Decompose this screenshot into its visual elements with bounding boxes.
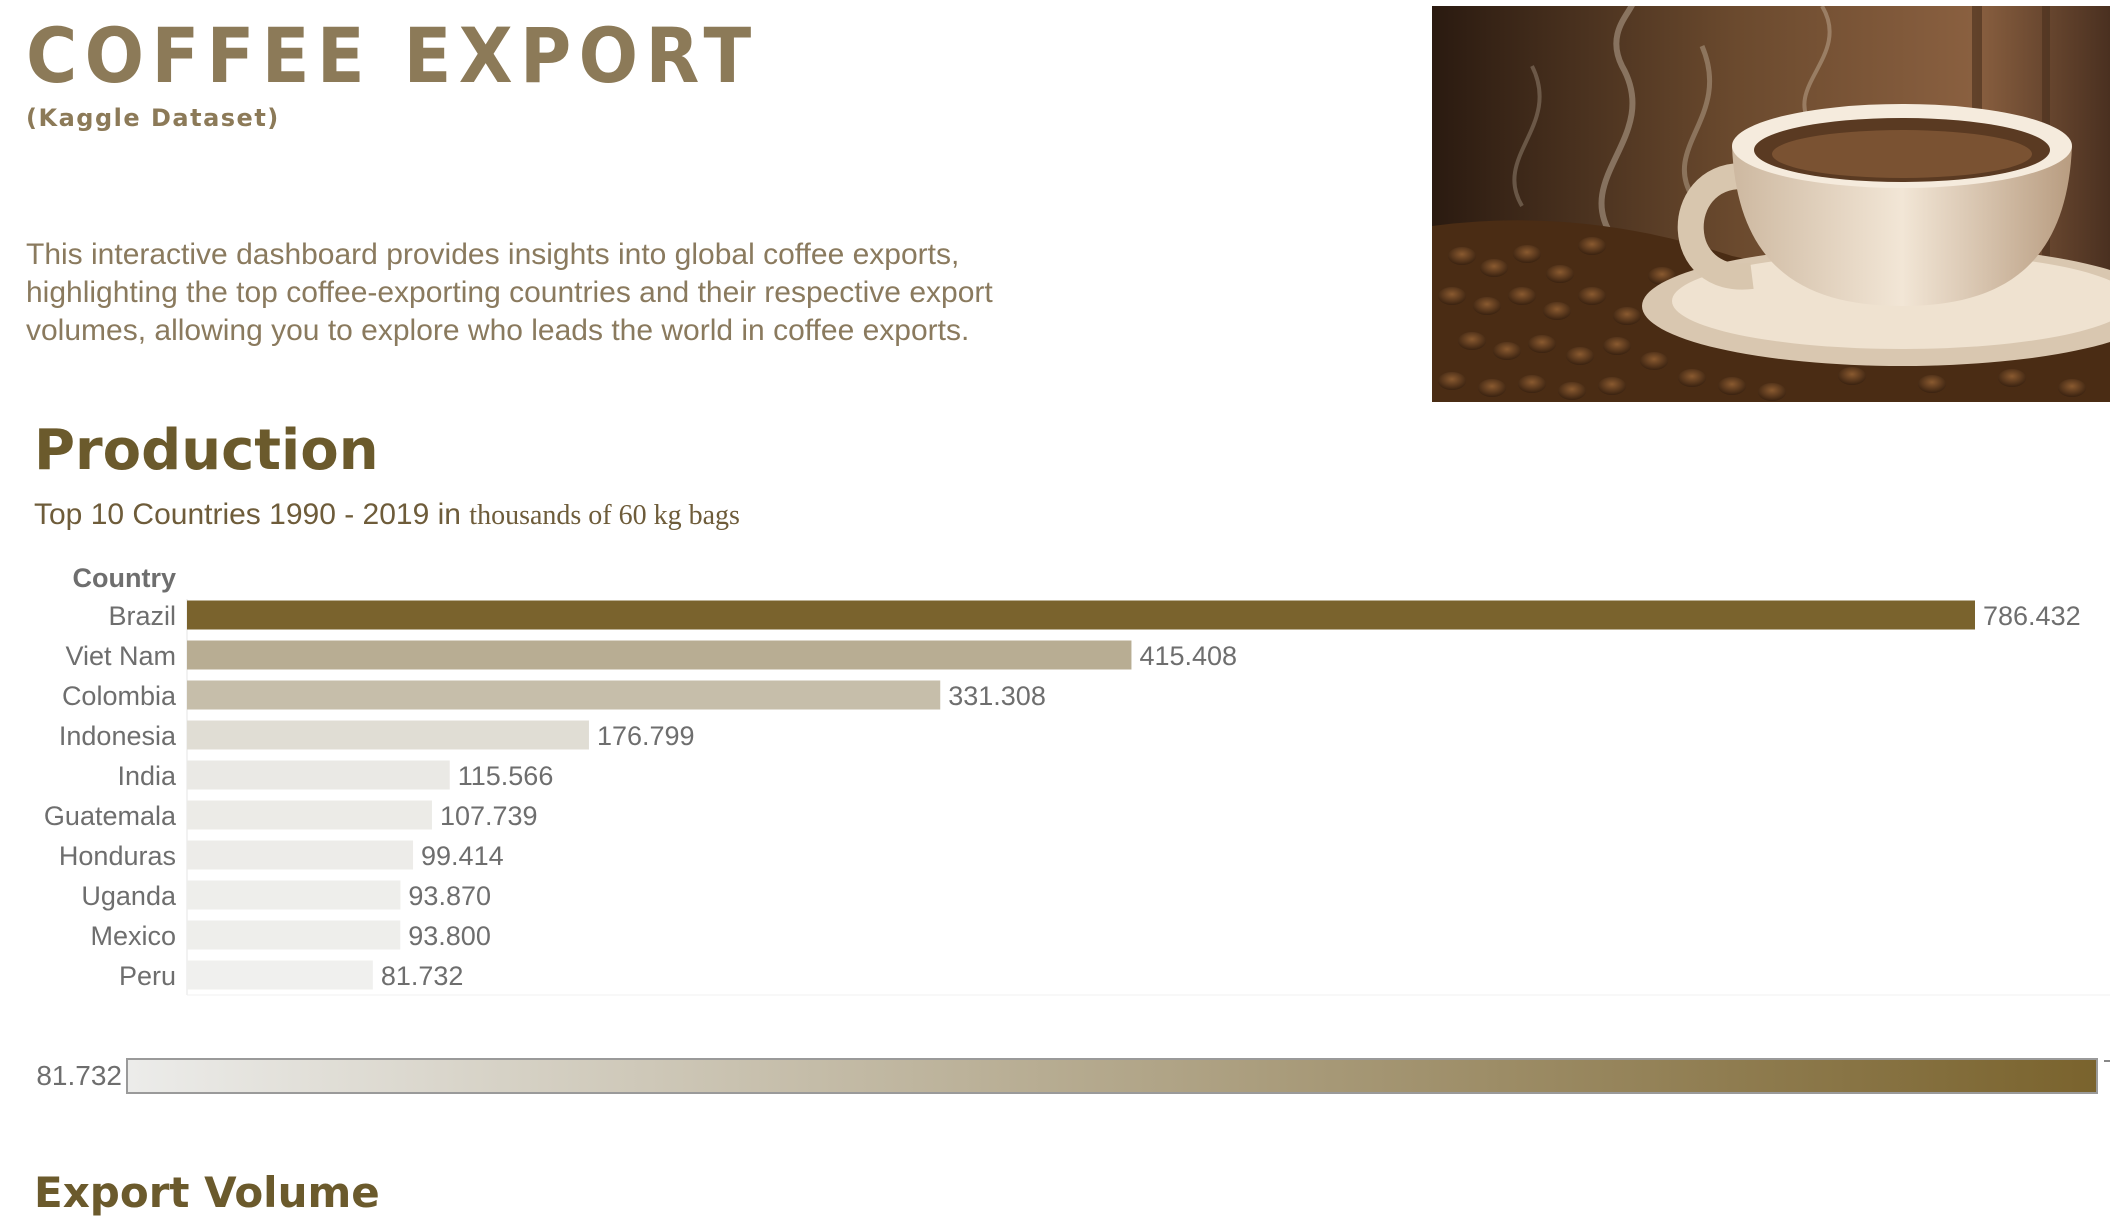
- category-label: Mexico: [90, 921, 176, 951]
- subtitle-unit-text: thousands of 60 kg bags: [469, 500, 740, 531]
- bar[interactable]: [187, 760, 450, 790]
- value-label: 331.308: [948, 681, 1046, 711]
- value-label: 81.732: [381, 961, 464, 991]
- bar[interactable]: [187, 960, 373, 990]
- export-volume-section-title: Export Volume: [34, 1168, 380, 1217]
- category-label: India: [117, 761, 177, 791]
- bar[interactable]: [187, 800, 432, 830]
- value-label: 93.870: [408, 881, 491, 911]
- bar[interactable]: [187, 680, 941, 710]
- dataset-subtitle: (Kaggle Dataset): [26, 104, 280, 132]
- category-label: Uganda: [81, 881, 177, 911]
- dashboard-title: COFFEE EXPORT: [26, 11, 759, 100]
- production-subtitle: Top 10 Countries 1990 - 2019 in thousand…: [34, 498, 740, 532]
- bar[interactable]: [187, 920, 401, 950]
- value-label: 115.566: [458, 761, 554, 791]
- value-label: 176.799: [597, 721, 695, 751]
- value-label: 107.739: [440, 801, 538, 831]
- category-label: Peru: [119, 961, 176, 991]
- category-label: Indonesia: [59, 721, 177, 751]
- production-section-title: Production: [34, 418, 379, 483]
- value-label: 93.800: [408, 921, 491, 951]
- bar[interactable]: [187, 880, 401, 910]
- axis-header-country: Country: [73, 563, 177, 593]
- coffee-cup-illustration: [1432, 6, 2110, 402]
- bar[interactable]: [187, 720, 589, 750]
- value-label: 786.432: [1983, 601, 2081, 631]
- category-label: Guatemala: [44, 801, 177, 831]
- bar[interactable]: [187, 640, 1132, 670]
- value-label: 99.414: [421, 841, 504, 871]
- value-label: 415.408: [1139, 641, 1237, 671]
- subtitle-main-text: Top 10 Countries 1990 - 2019 in: [34, 498, 470, 531]
- category-label: Viet Nam: [65, 641, 176, 671]
- category-label: Brazil: [108, 601, 176, 631]
- coffee-cup-photo: [1432, 6, 2110, 402]
- color-legend-gradient: [126, 1058, 2098, 1094]
- bar[interactable]: [187, 600, 1975, 630]
- bar[interactable]: [187, 840, 414, 870]
- production-bar-chart: Country Brazil 786.432 Viet Nam 415.408 Colom…: [44, 563, 2110, 996]
- category-label: Colombia: [62, 681, 177, 711]
- dashboard-description: This interactive dashboard provides insi…: [26, 238, 993, 347]
- legend-min-label: 81.732: [36, 1060, 122, 1091]
- category-label: Honduras: [59, 841, 176, 871]
- legend-tail-mark: [2104, 1060, 2110, 1068]
